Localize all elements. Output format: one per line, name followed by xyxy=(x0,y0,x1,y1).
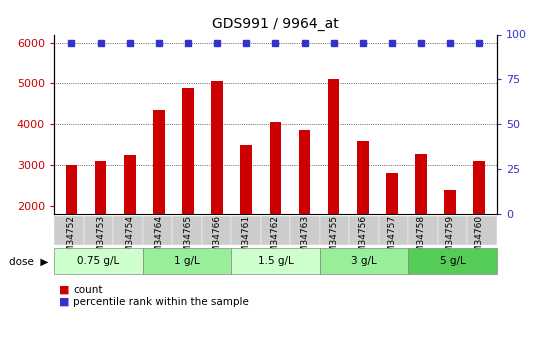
Bar xyxy=(95,161,106,287)
Bar xyxy=(444,190,456,287)
Text: ■: ■ xyxy=(59,297,70,307)
Text: 0.75 g/L: 0.75 g/L xyxy=(77,256,119,266)
Text: 1.5 g/L: 1.5 g/L xyxy=(258,256,293,266)
Bar xyxy=(211,81,223,287)
Text: ■: ■ xyxy=(59,285,70,295)
Bar xyxy=(240,145,252,287)
Bar xyxy=(153,110,165,287)
Text: 3 g/L: 3 g/L xyxy=(351,256,377,266)
Bar xyxy=(269,122,281,287)
Bar xyxy=(182,88,194,287)
Text: percentile rank within the sample: percentile rank within the sample xyxy=(73,297,249,307)
Bar xyxy=(386,173,398,287)
Bar xyxy=(357,140,369,287)
Text: dose  ▶: dose ▶ xyxy=(9,256,49,266)
Bar xyxy=(124,155,136,287)
Text: 1 g/L: 1 g/L xyxy=(174,256,200,266)
Bar xyxy=(474,161,485,287)
Bar xyxy=(299,130,310,287)
Bar xyxy=(328,79,340,287)
Text: count: count xyxy=(73,285,103,295)
Text: 5 g/L: 5 g/L xyxy=(440,256,465,266)
Bar xyxy=(66,165,77,287)
Bar xyxy=(415,154,427,287)
Title: GDS991 / 9964_at: GDS991 / 9964_at xyxy=(212,17,339,31)
